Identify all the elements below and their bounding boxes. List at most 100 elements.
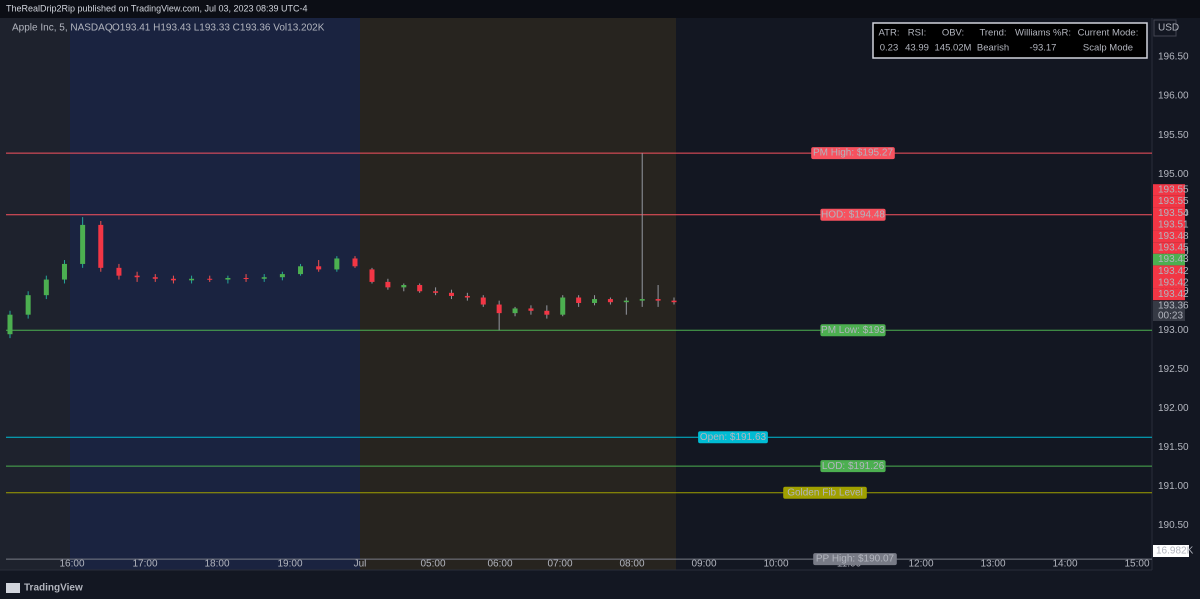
x-tick-label: 16:00 bbox=[59, 559, 84, 570]
price-tag-label: 193.42 bbox=[1158, 289, 1189, 300]
candle-body bbox=[433, 291, 439, 293]
price-tag bbox=[1153, 242, 1185, 254]
candle-body bbox=[607, 299, 613, 303]
candle-body bbox=[576, 297, 582, 303]
x-tick-label: 09:00 bbox=[691, 559, 716, 570]
price-tag bbox=[1153, 265, 1185, 277]
table-value: Bearish bbox=[977, 43, 1009, 54]
candle-body bbox=[401, 285, 407, 288]
candle-body bbox=[369, 269, 375, 282]
level-label: Open: $191.63 bbox=[700, 432, 767, 443]
candle-body bbox=[385, 281, 391, 288]
level-label: PM Low: $193 bbox=[821, 325, 885, 336]
last-price-tag bbox=[1153, 301, 1185, 321]
table-value: 43.99 bbox=[905, 43, 929, 54]
level-tag bbox=[813, 553, 897, 566]
level-tag bbox=[783, 486, 867, 499]
candle-body bbox=[225, 277, 231, 280]
last-price: 193.36 bbox=[1158, 301, 1189, 312]
candle-body bbox=[639, 299, 645, 301]
brand: TradingView bbox=[24, 583, 83, 594]
price-tag bbox=[1153, 253, 1185, 266]
table-value: -93.17 bbox=[1030, 43, 1057, 54]
candle-body bbox=[298, 266, 304, 275]
x-tick-label: 14:00 bbox=[1052, 559, 1077, 570]
price-tag bbox=[1153, 288, 1185, 301]
candle-body bbox=[116, 267, 122, 276]
currency[interactable]: USD bbox=[1158, 23, 1179, 34]
level-label: Golden Fib Level bbox=[787, 487, 863, 498]
level-tag bbox=[820, 208, 886, 221]
candle-body bbox=[207, 278, 213, 280]
table-value: 0.23 bbox=[880, 43, 899, 54]
candle-body bbox=[170, 278, 176, 281]
post-session bbox=[70, 18, 360, 570]
level-tag bbox=[820, 460, 886, 473]
x-tick-label: 19:00 bbox=[277, 559, 302, 570]
y-tick-label: 191.50 bbox=[1158, 442, 1189, 453]
candle-body bbox=[279, 274, 285, 278]
table-value: Scalp Mode bbox=[1083, 43, 1133, 54]
symbol: Apple Inc, 5, NASDAQ bbox=[12, 23, 113, 34]
price-tag bbox=[1153, 184, 1185, 196]
candle-body bbox=[43, 279, 49, 296]
table-value: 145.02M bbox=[935, 43, 972, 54]
price-tag-label: 193.51 bbox=[1158, 219, 1189, 230]
logo bbox=[6, 583, 20, 593]
candle-body bbox=[261, 277, 267, 279]
candle-body bbox=[560, 297, 566, 315]
price-tag-label: 193.45 bbox=[1158, 243, 1189, 254]
price-tag bbox=[1153, 195, 1185, 208]
currency-box[interactable] bbox=[1153, 19, 1177, 37]
x-tick-label: 17:00 bbox=[132, 559, 157, 570]
table-header: RSI: bbox=[908, 28, 926, 39]
x-tick-label: 12:00 bbox=[908, 559, 933, 570]
candle-body bbox=[417, 285, 423, 292]
candle-body bbox=[512, 308, 518, 314]
volume-tag bbox=[1153, 545, 1189, 557]
price-tag-label: 193.55 bbox=[1158, 196, 1189, 207]
footer-bar bbox=[0, 580, 1200, 599]
price-tag-label: 193.43 bbox=[1158, 254, 1189, 265]
price-tag bbox=[1153, 219, 1185, 231]
table-header: Trend: bbox=[979, 28, 1006, 39]
x-tick-label: 15:00 bbox=[1124, 559, 1149, 570]
pre-market bbox=[360, 18, 676, 570]
price-tag bbox=[1153, 207, 1185, 219]
x-tick-label: 07:00 bbox=[547, 559, 572, 570]
x-tick-label: 08:00 bbox=[619, 559, 644, 570]
candle-body bbox=[243, 277, 249, 279]
price-tag-label: 193.54 bbox=[1158, 208, 1189, 219]
price-tag-label: 193.48 bbox=[1158, 231, 1189, 242]
candle-body bbox=[334, 258, 340, 270]
price-tag bbox=[1153, 230, 1185, 243]
level-label: HOD: $194.48 bbox=[821, 209, 885, 220]
y-tick-label: 195.00 bbox=[1158, 169, 1189, 180]
y-tick-label: 196.00 bbox=[1158, 91, 1189, 102]
candle-body bbox=[352, 258, 358, 267]
volume-label: 16.982K bbox=[1156, 546, 1194, 557]
level-label: PM High: $195.27 bbox=[813, 148, 893, 159]
publisher: TheRealDrip2Rip published on TradingView… bbox=[6, 3, 308, 13]
candle-body bbox=[61, 263, 67, 280]
price-tag-label: 193.42 bbox=[1158, 277, 1189, 288]
price-tag bbox=[1153, 277, 1185, 289]
y-tick-label: 192.50 bbox=[1158, 364, 1189, 375]
level-tag bbox=[811, 147, 895, 160]
candle-body bbox=[528, 308, 534, 311]
pre-session bbox=[0, 18, 70, 570]
y-tick-label: 193.00 bbox=[1158, 325, 1189, 336]
x-tick-label: 06:00 bbox=[487, 559, 512, 570]
candle-body bbox=[671, 300, 677, 303]
level-tag bbox=[820, 324, 886, 337]
x-tick-label: Jul bbox=[354, 559, 367, 570]
table-header: Current Mode: bbox=[1078, 28, 1139, 39]
info-table bbox=[872, 22, 1148, 59]
y-tick-label: 190.50 bbox=[1158, 520, 1189, 531]
candle-body bbox=[80, 224, 86, 264]
countdown: 00:23 bbox=[1158, 311, 1183, 322]
candle-body bbox=[7, 314, 13, 335]
table-header: OBV: bbox=[942, 28, 964, 39]
